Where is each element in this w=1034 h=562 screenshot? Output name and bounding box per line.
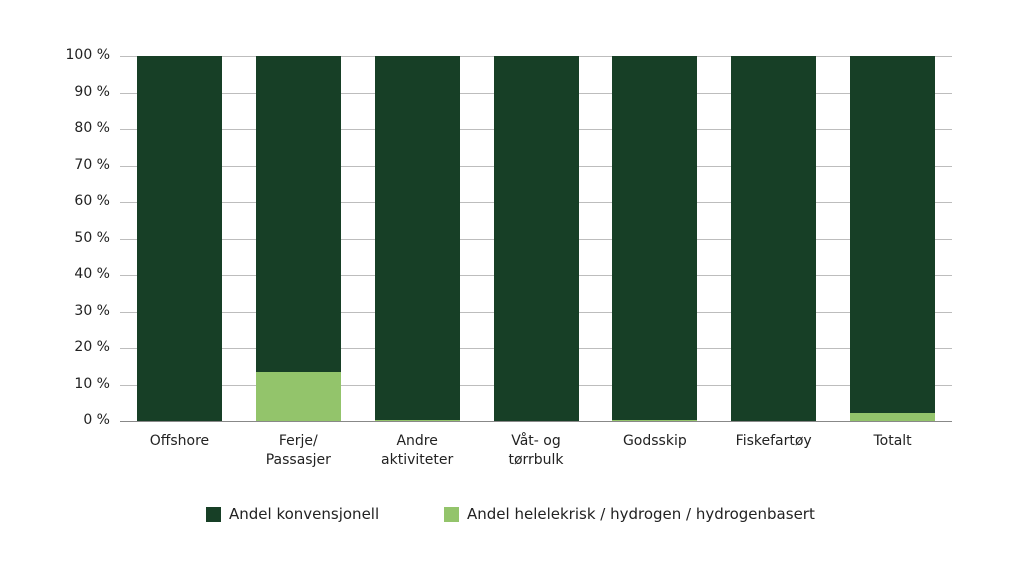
bar-segment xyxy=(493,56,579,421)
bar-segment xyxy=(850,412,936,421)
bar-segment xyxy=(731,56,817,421)
bar-segment xyxy=(255,56,341,373)
bar-segment xyxy=(850,56,936,413)
gridline xyxy=(120,421,952,422)
bar-segment xyxy=(374,419,460,421)
x-axis-label: Offshore xyxy=(149,433,210,449)
y-tick-label: 80 % xyxy=(74,120,110,136)
y-tick-label: 50 % xyxy=(74,229,110,246)
y-tick-label: 30 % xyxy=(74,302,110,319)
y-tick-label: 60 % xyxy=(74,193,110,209)
bar-segment xyxy=(136,56,222,421)
y-tick-label: 40 % xyxy=(74,266,110,282)
legend-swatch-electric xyxy=(444,506,459,522)
bar-segment xyxy=(612,56,698,420)
x-axis-label: Godsskip xyxy=(622,433,687,449)
bar-segment xyxy=(374,56,460,420)
x-axis-label: Totalt xyxy=(873,433,912,449)
bar-segment xyxy=(255,372,341,421)
y-tick-label: 70 % xyxy=(74,156,110,173)
y-tick-label: 10 % xyxy=(74,375,110,392)
y-tick-label: 20 % xyxy=(74,339,110,355)
x-axis-label: Ferje/Passasjer xyxy=(265,433,331,468)
y-tick-label: 100 % xyxy=(65,47,110,63)
x-axis-label: Våt- og tørrbulk xyxy=(508,433,564,468)
legend-label-electric: Andel helelekrisk / hydrogen / hydrogenb… xyxy=(467,505,815,523)
legend-label-conventional: Andel konvensjonell xyxy=(229,505,380,523)
legend-item-conventional: Andel konvensjonell xyxy=(206,505,379,523)
x-axis-label: Andre aktiviteter xyxy=(381,433,454,468)
y-tick-label: 90 % xyxy=(74,83,110,100)
bar-segment xyxy=(612,419,698,421)
y-tick-label: 0 % xyxy=(83,412,110,428)
legend-item-electric: Andel helelekrisk / hydrogen / hydrogenb… xyxy=(444,505,815,523)
legend-swatch-conventional xyxy=(206,506,221,522)
x-axis-label: Fiskefartøy xyxy=(735,433,812,449)
